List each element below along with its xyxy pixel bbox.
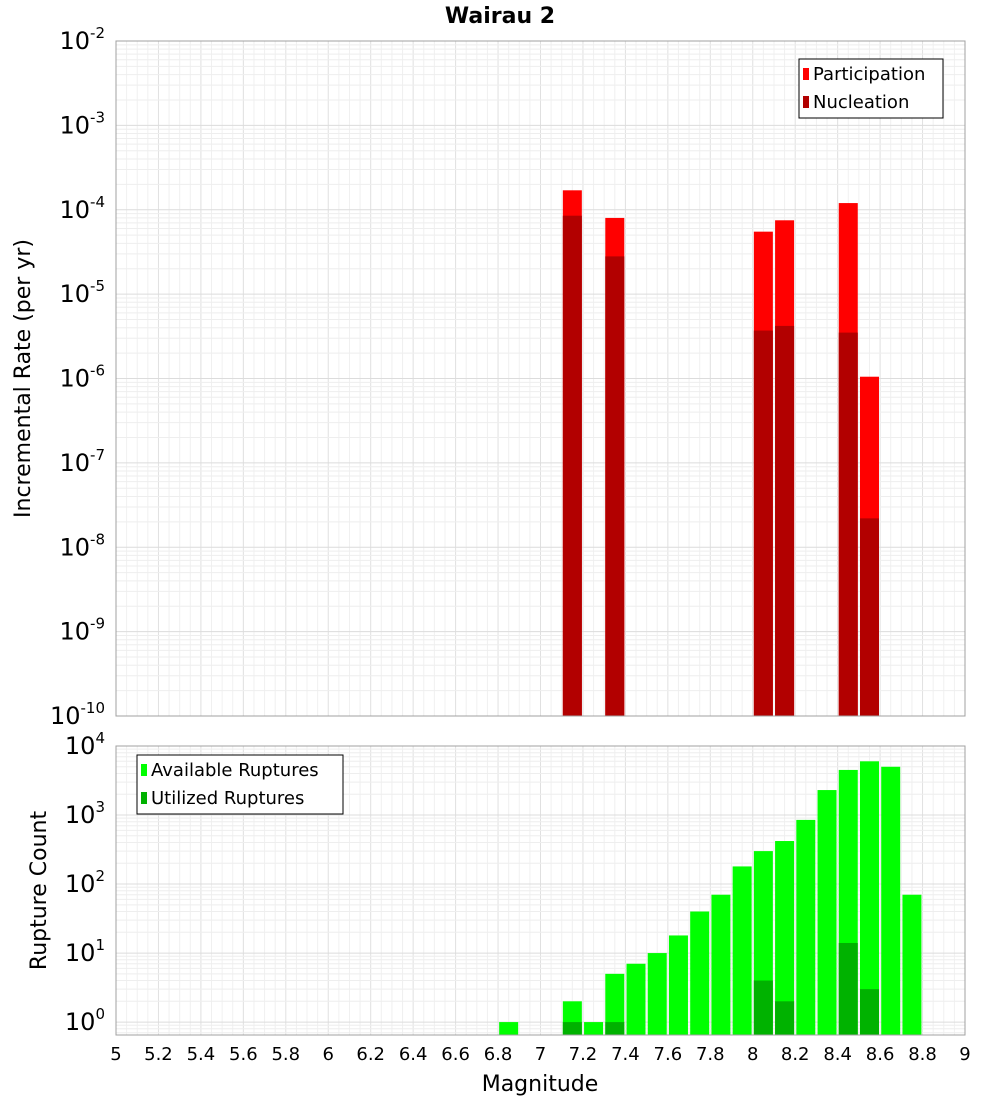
y-tick-label: 10-10 bbox=[50, 699, 105, 730]
bar-utilized-ruptures bbox=[562, 1022, 582, 1035]
x-tick-label: 7.2 bbox=[569, 1044, 598, 1065]
x-tick-label: 8.8 bbox=[908, 1044, 937, 1065]
legend-label: Utilized Ruptures bbox=[151, 788, 304, 809]
x-tick-label: 5 bbox=[110, 1044, 121, 1065]
bar-utilized-ruptures bbox=[605, 1022, 625, 1035]
x-tick-label: 5.8 bbox=[271, 1044, 300, 1065]
bar-available-ruptures bbox=[690, 911, 710, 1035]
legend-swatch bbox=[803, 96, 809, 108]
bar-available-ruptures bbox=[817, 790, 837, 1035]
plot-frame bbox=[115, 745, 966, 1036]
x-tick-label: 5.2 bbox=[144, 1044, 173, 1065]
x-tick-label: 8 bbox=[747, 1044, 758, 1065]
bar-available-ruptures bbox=[881, 766, 901, 1035]
bar-nucleation bbox=[753, 330, 773, 716]
bar-utilized-ruptures bbox=[838, 942, 858, 1035]
bar-nucleation bbox=[775, 325, 795, 716]
y-tick-label: 10-6 bbox=[59, 362, 105, 393]
bar-available-ruptures bbox=[732, 866, 752, 1035]
bar-available-ruptures bbox=[668, 935, 688, 1035]
rate-panel: 10-10 10-9 10-8 10-7 10-6 10-5 10-4 10-3 10-2 Inc… bbox=[11, 24, 966, 730]
bar-nucleation bbox=[562, 215, 582, 717]
legend-swatch bbox=[803, 68, 809, 80]
bar-available-ruptures bbox=[605, 973, 625, 1035]
bar-available-ruptures bbox=[626, 963, 646, 1035]
legend-box bbox=[798, 58, 944, 119]
bar-available-ruptures bbox=[775, 841, 795, 1035]
bar-available-ruptures bbox=[499, 1022, 519, 1035]
x-tick-label: 8.4 bbox=[823, 1044, 852, 1065]
legend-swatch bbox=[141, 792, 147, 804]
rupture-count-panel: 100 101 102 103 104 Rupture Count Available Ru… bbox=[27, 729, 966, 1036]
bar-available-ruptures bbox=[902, 894, 922, 1035]
legend: Participation Nucleation bbox=[798, 58, 944, 119]
x-tick-label: 5.6 bbox=[229, 1044, 258, 1065]
legend-label: Nucleation bbox=[813, 92, 909, 113]
y-tick-label: 10-7 bbox=[59, 446, 105, 477]
bar-nucleation bbox=[838, 332, 858, 716]
y-tick-label: 100 bbox=[65, 1005, 105, 1036]
legend-swatch bbox=[141, 764, 147, 776]
bar-nucleation bbox=[859, 518, 879, 716]
bar-utilized-ruptures bbox=[753, 980, 773, 1035]
x-tick-label: 7.8 bbox=[696, 1044, 725, 1065]
y-tick-label: 104 bbox=[65, 729, 105, 760]
y-axis-label: Rupture Count bbox=[27, 811, 52, 971]
y-tick-label: 102 bbox=[65, 867, 105, 898]
plot-frame bbox=[115, 40, 966, 717]
legend: Available Ruptures Utilized Ruptures bbox=[136, 754, 344, 815]
x-tick-label: 8.2 bbox=[781, 1044, 810, 1065]
x-tick-label: 6.2 bbox=[356, 1044, 385, 1065]
x-axis-ticks: 5 5.2 5.4 5.6 5.8 6 6.2 6.4 6.6 6.8 7 7.2 7.4 7.6 7.8 8… bbox=[110, 1044, 970, 1065]
bar-utilized-ruptures bbox=[859, 989, 879, 1035]
x-tick-label: 7.4 bbox=[611, 1044, 640, 1065]
y-tick-label: 10-5 bbox=[59, 277, 105, 308]
y-axis-label: Incremental Rate (per yr) bbox=[11, 239, 36, 518]
chart-title: Wairau 2 bbox=[445, 4, 555, 29]
x-tick-label: 5.4 bbox=[187, 1044, 216, 1065]
bar-available-ruptures bbox=[711, 894, 731, 1035]
x-tick-label: 6.6 bbox=[441, 1044, 470, 1065]
bar-available-ruptures bbox=[796, 819, 816, 1035]
x-tick-label: 6.4 bbox=[399, 1044, 428, 1065]
x-tick-label: 8.6 bbox=[866, 1044, 895, 1065]
bar-utilized-ruptures bbox=[775, 1001, 795, 1035]
x-tick-label: 6.8 bbox=[484, 1044, 513, 1065]
y-tick-label: 10-2 bbox=[59, 24, 105, 55]
y-tick-label: 10-3 bbox=[59, 108, 105, 139]
x-tick-label: 6 bbox=[323, 1044, 334, 1065]
legend-label: Available Ruptures bbox=[151, 760, 319, 781]
bar-available-ruptures bbox=[647, 953, 667, 1035]
x-tick-label: 7.6 bbox=[654, 1044, 683, 1065]
y-tick-label: 101 bbox=[65, 936, 105, 967]
y-tick-label: 10-8 bbox=[59, 530, 105, 561]
bar-available-ruptures bbox=[859, 761, 879, 1035]
legend-label: Participation bbox=[813, 64, 925, 85]
legend-box bbox=[136, 754, 344, 815]
y-tick-label: 10-9 bbox=[59, 615, 105, 646]
x-axis-label: Magnitude bbox=[482, 1072, 599, 1097]
bar-nucleation bbox=[605, 256, 625, 716]
y-tick-label: 10-4 bbox=[59, 193, 105, 224]
x-tick-label: 9 bbox=[959, 1044, 970, 1065]
x-tick-label: 7 bbox=[535, 1044, 546, 1065]
y-tick-label: 103 bbox=[65, 798, 105, 829]
bar-available-ruptures bbox=[584, 1022, 604, 1035]
